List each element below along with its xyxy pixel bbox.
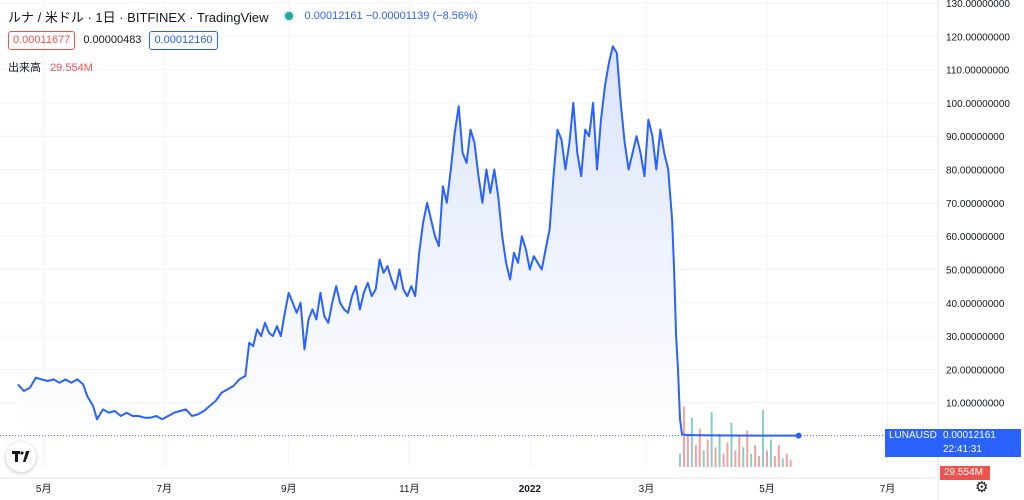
x-tick-label: 7月 [156,483,172,495]
x-tick-label: 2022 [519,484,542,495]
symbol-title[interactable]: ルナ / 米ドル · 1日 · BITFINEX · TradingView [8,9,269,25]
volume-bar [686,434,689,467]
volume-bar [682,406,685,467]
y-tick-label: 120.00000000 [946,32,1010,43]
volume-bar [726,442,729,467]
y-tick-label: 10.00000000 [946,399,1005,410]
chart-header: ルナ / 米ドル · 1日 · BITFINEX · TradingView 0… [8,6,483,26]
volume-bar [777,445,780,467]
volume-bar [714,447,717,467]
y-tick-label: 40.00000000 [946,299,1005,310]
volume-bar [773,456,776,467]
y-tick-label: 70.00000000 [946,199,1005,210]
x-tick-label: 5月 [759,483,775,495]
last-price-dot [795,432,802,439]
volume-bar [754,445,757,467]
y-tick-label: 130.00000000 [946,0,1010,10]
volume-bar [769,439,772,467]
volume-bar [718,434,721,467]
bid-ask-panel: 0.00011677 0.00000483 0.00012160 [8,31,218,50]
y-tick-label: 80.00000000 [946,166,1005,177]
volume-bar [750,453,753,467]
area-fill [18,46,799,437]
x-tick-label: 5月 [36,483,52,495]
volume-bar [746,430,749,467]
volume-bar [722,453,725,467]
volume-bar [762,409,765,467]
volume-bar [765,450,768,467]
last-quote: 0.00012161 −0.00001139 (−8.56%) [304,10,478,22]
tradingview-logo-icon[interactable] [6,442,36,472]
x-tick-label: 9月 [281,483,297,495]
x-tick-label: 7月 [880,483,896,495]
volume-bar [702,450,705,467]
volume-bar [690,417,693,467]
volume-tag: 29.554M [940,466,990,480]
price-tag-countdown: 22:41:31 [943,444,982,455]
gear-icon[interactable]: ⚙ [975,479,989,496]
volume-label: 出来高 [8,62,41,74]
y-tick-label: 30.00000000 [946,332,1005,343]
price-tag-ticker: LUNAUSD [889,430,937,441]
ask-price[interactable]: 0.00012160 [149,31,218,50]
y-tick-label: 20.00000000 [946,365,1005,376]
volume-bar [694,445,697,467]
volume-bar [781,458,784,467]
y-tick-label: 60.00000000 [946,232,1005,243]
x-tick-label: 3月 [639,483,655,495]
volume-bar [789,460,792,467]
bid-price[interactable]: 0.00011677 [8,31,76,50]
x-tick-label: 11月 [399,483,419,495]
volume-bar [738,436,741,467]
y-tick-label: 50.00000000 [946,265,1005,276]
volume-value: 29.554M [50,62,93,74]
price-tag-price: 0.00012161 [943,430,996,441]
volume-bar [734,450,737,467]
price-tag: LUNAUSD 0.00012161 22:41:31 [885,429,1021,457]
volume-bar [730,423,733,467]
volume-bar [758,456,761,467]
volume-legend: 出来高 29.554M [8,59,93,75]
volume-bar [742,447,745,467]
price-line [17,45,799,437]
volume-bar [785,453,788,467]
market-status-dot-icon [282,10,295,22]
volume-bar [710,412,713,467]
spread-value: 0.00000483 [83,34,142,46]
y-tick-label: 100.00000000 [946,99,1010,110]
volume-bar [698,428,701,467]
y-tick-label: 90.00000000 [946,132,1005,143]
volume-bar [679,453,682,467]
y-tick-label: 110.00000000 [946,66,1010,77]
volume-bar [706,439,709,467]
